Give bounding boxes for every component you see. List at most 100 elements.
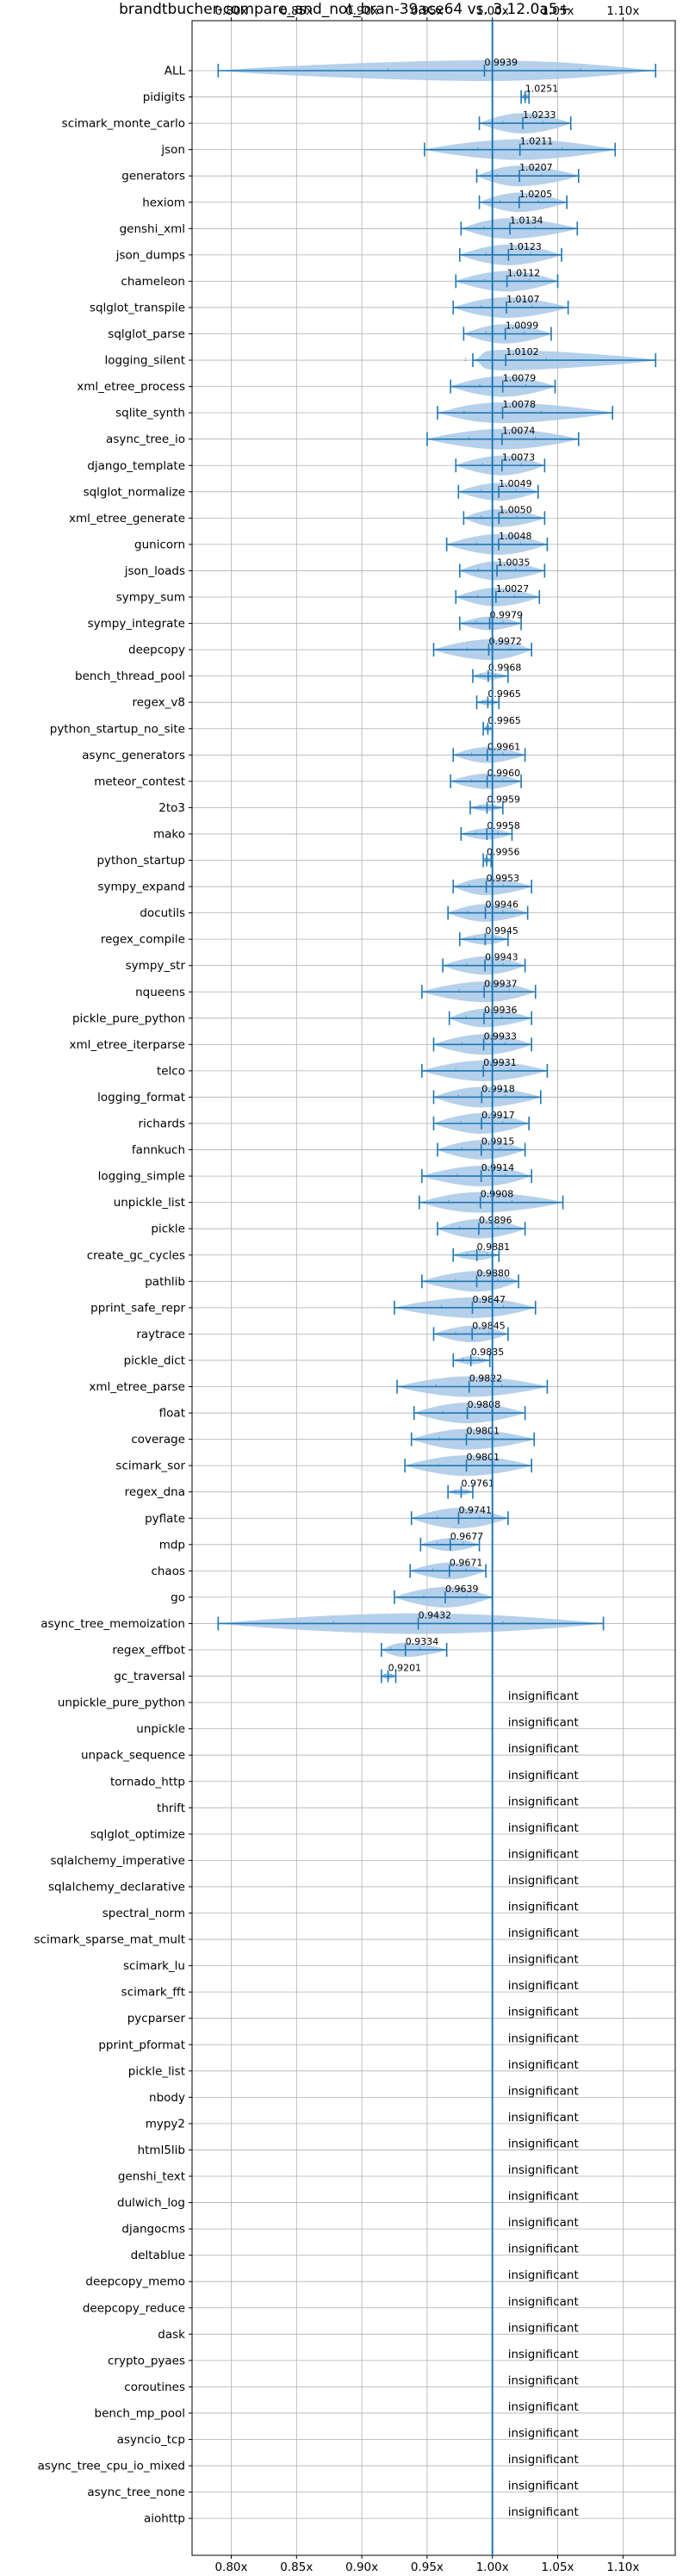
value-label: 0.9972 <box>488 636 522 647</box>
benchmark-label: bench_mp_pool <box>95 2406 185 2420</box>
benchmark-label: sqlalchemy_imperative <box>51 1854 186 1868</box>
x-tick-label-bottom: 0.85x <box>280 2560 313 2574</box>
grid-layer <box>192 21 675 2555</box>
insignificant-label: insignificant <box>508 1821 579 1835</box>
benchmark-label: deepcopy <box>128 644 185 657</box>
benchmark-label: telco <box>157 1064 185 1078</box>
value-label: 0.9845 <box>472 1320 506 1331</box>
x-tick-label-top: 1.05x <box>542 4 574 18</box>
benchmark-label: crypto_pyaes <box>108 2354 185 2368</box>
benchmark-label: nbody <box>149 2091 185 2105</box>
benchmark-label: mdp <box>159 1538 185 1552</box>
benchmark-label: json_loads <box>124 564 185 578</box>
insignificant-label: insignificant <box>508 1689 579 1703</box>
insignificant-label: insignificant <box>508 2348 579 2361</box>
benchmark-label: sqlglot_normalize <box>84 485 185 499</box>
benchmark-label: genshi_text <box>118 2170 185 2184</box>
value-label: 0.9914 <box>481 1162 515 1173</box>
value-label: 0.9432 <box>419 1609 452 1621</box>
benchmark-label: deepcopy_memo <box>85 2275 185 2289</box>
x-tick-label-top: 1.00x <box>476 4 509 18</box>
value-label: 0.9677 <box>450 1531 484 1542</box>
benchmark-label: pathlib <box>145 1275 185 1289</box>
benchmark-label: 2to3 <box>158 801 185 815</box>
benchmark-label: unpickle_list <box>114 1196 185 1210</box>
benchmark-label: mako <box>153 827 185 841</box>
benchmark-label: async_tree_io <box>106 432 185 446</box>
benchmark-label: dask <box>158 2328 185 2342</box>
benchmark-label: sqlalchemy_declarative <box>48 1880 185 1894</box>
benchmark-label: logging_simple <box>98 1170 185 1184</box>
value-label: 1.0205 <box>519 189 553 200</box>
value-label: 0.9933 <box>484 1030 518 1042</box>
value-label: 0.9939 <box>484 57 518 68</box>
value-label: 0.9936 <box>484 1005 518 1016</box>
plot-frame <box>191 20 676 2556</box>
value-label: 0.9958 <box>487 820 520 831</box>
x-tick-label-top: 0.95x <box>411 4 444 18</box>
benchmark-label: pidigits <box>143 90 185 104</box>
insignificant-label: insignificant <box>508 1901 579 1914</box>
benchmark-label: sympy_integrate <box>88 617 185 631</box>
value-label: 0.9953 <box>487 873 520 884</box>
value-label: 1.0107 <box>506 294 540 305</box>
x-tick-label-bottom: 0.80x <box>214 2560 247 2574</box>
value-label: 0.9979 <box>490 610 524 621</box>
value-label: 1.0112 <box>507 267 541 278</box>
value-label: 1.0078 <box>503 399 537 410</box>
insignificant-label: insignificant <box>508 1874 579 1888</box>
insignificant-label: insignificant <box>508 2295 579 2309</box>
benchmark-label: async_tree_memoization <box>40 1617 185 1631</box>
insignificant-label: insignificant <box>508 1795 579 1808</box>
insignificant-label: insignificant <box>508 1847 579 1861</box>
insignificant-label: insignificant <box>508 2058 579 2072</box>
insignificant-label: insignificant <box>508 2137 579 2150</box>
value-label: 0.9896 <box>479 1215 512 1226</box>
axis-layer: 0.80x 0.80x 0.85x 0.85x 0.90x 0.90x 0.95x 0.95x… <box>34 4 676 2574</box>
value-label: 0.9801 <box>467 1452 500 1463</box>
value-label: 1.0073 <box>502 451 536 463</box>
benchmark-label: thrift <box>157 1801 185 1815</box>
benchmark-label: deltablue <box>131 2249 185 2262</box>
value-label: 0.9943 <box>485 952 518 963</box>
insignificant-label: insignificant <box>508 2032 579 2045</box>
insignificant-label: insignificant <box>508 2268 579 2282</box>
benchmark-label: richards <box>139 1117 185 1131</box>
value-label: 0.9761 <box>461 1478 494 1490</box>
x-tick-label-bottom: 1.10x <box>606 2560 639 2574</box>
benchmark-label: xml_etree_process <box>77 380 185 394</box>
value-label: 1.0050 <box>499 504 532 515</box>
value-label: 1.0123 <box>508 241 542 252</box>
insignificant-label: insignificant <box>508 1979 579 1993</box>
benchmark-label: spectral_norm <box>102 1907 185 1920</box>
benchmark-label: xml_etree_generate <box>69 512 185 526</box>
insignificant-label: insignificant <box>508 1716 579 1730</box>
benchmark-label: chameleon <box>121 275 185 289</box>
value-label: 0.9741 <box>458 1504 492 1515</box>
value-label: 0.9956 <box>487 847 520 858</box>
value-label: 0.9918 <box>481 1083 515 1094</box>
value-label: 0.9945 <box>485 925 518 936</box>
x-tick-label-bottom: 1.00x <box>476 2560 509 2574</box>
benchmark-label: deepcopy_reduce <box>83 2301 185 2315</box>
benchmark-label: async_tree_cpu_io_mixed <box>38 2460 185 2473</box>
benchmark-label: scimark_lu <box>123 1959 185 1973</box>
value-label: 1.0035 <box>497 557 531 568</box>
benchmark-label: docutils <box>140 906 185 920</box>
x-tick-label-top: 0.85x <box>280 4 313 18</box>
x-tick-label-top: 0.90x <box>345 4 378 18</box>
benchmark-label: xml_etree_iterparse <box>70 1038 186 1052</box>
benchmark-label: regex_effbot <box>112 1644 185 1658</box>
benchmark-label: sqlglot_transpile <box>90 301 185 314</box>
value-label: 0.9946 <box>486 899 519 911</box>
benchmark-label: json_dumps <box>115 248 185 262</box>
value-label: 0.9671 <box>450 1557 483 1568</box>
benchmark-label: tornado_http <box>110 1775 185 1789</box>
benchmark-label: mypy2 <box>146 2117 185 2131</box>
benchmark-label: ALL <box>164 65 186 78</box>
value-label: 0.9937 <box>484 978 518 989</box>
insignificant-label: insignificant <box>508 2243 579 2256</box>
benchmark-label: async_generators <box>82 749 185 762</box>
insignificant-label: insignificant <box>508 1742 579 1756</box>
benchmark-label: pyflate <box>145 1512 185 1526</box>
